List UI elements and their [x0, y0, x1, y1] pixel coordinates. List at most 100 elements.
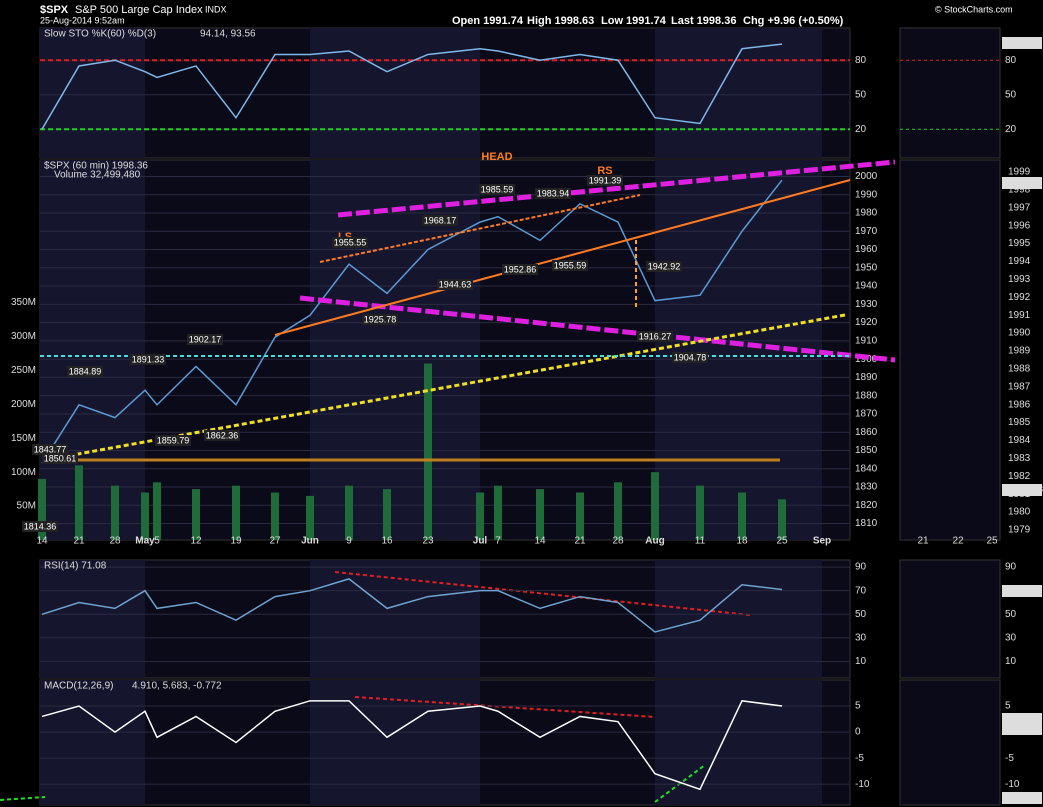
volume-bar [424, 363, 432, 540]
panel-legend: MACD(12,26,9) [44, 681, 113, 692]
annotation-bg [22, 521, 58, 532]
change: Chg +9.96 (+0.50%) [743, 15, 844, 27]
month-band [655, 560, 822, 678]
y-tick-label: 1910 [855, 336, 878, 347]
trend-line [654, 764, 706, 803]
y-tick-label: 1860 [855, 427, 878, 438]
value-tag-bg [1002, 177, 1042, 189]
y-tick-label: 1980 [855, 208, 878, 219]
month-band [310, 28, 480, 158]
mini-y-tick-label: 1984 [1008, 435, 1031, 446]
y-tick-label: 1810 [855, 518, 878, 529]
y-tick-label: 50 [855, 609, 867, 620]
annotation: 1952.86 [504, 264, 537, 274]
x-tick-label: Jul [473, 536, 488, 547]
indicator-line [41, 700, 783, 791]
annotation: 1904.78 [674, 352, 707, 362]
trend-line [274, 179, 851, 336]
mini-y-tick-label: 5 [1005, 701, 1011, 712]
x-tick-label: 28 [612, 536, 624, 547]
y-tick-label: 1890 [855, 372, 878, 383]
y-tick-label: 1830 [855, 482, 878, 493]
value-tag: 4.910 [1004, 724, 1029, 735]
panel-legend-values: 94.14, 93.56 [200, 29, 256, 40]
high: High 1998.63 [527, 15, 594, 27]
trend-line [0, 796, 46, 801]
indicator-line [41, 578, 783, 633]
mini-y-tick-label: 20 [1005, 124, 1017, 135]
x-tick-label: 16 [381, 536, 393, 547]
x-tick-label: 7 [495, 536, 501, 547]
x-tick-label: Aug [645, 536, 664, 547]
annotation: RS [597, 165, 612, 177]
annotation: 1862.36 [206, 430, 239, 440]
y2-tick-label: 300M [11, 331, 36, 342]
month-band [40, 560, 145, 678]
mini-panel-bg [899, 679, 1001, 806]
last: Last 1998.36 [671, 15, 736, 27]
mini-y-tick-label: 1983 [1008, 453, 1031, 464]
mini-y-tick-label: 1981 [1008, 489, 1031, 500]
y2-tick-label: 250M [11, 365, 36, 376]
x-tick-label: 19 [230, 536, 242, 547]
mini-y-tick-label: 1997 [1008, 202, 1031, 213]
y-tick-label: 90 [855, 562, 867, 573]
mini-panel-bg [899, 559, 1001, 679]
trend-line [299, 295, 896, 363]
annotation-bg [502, 264, 538, 275]
y-tick-label: 50 [855, 89, 867, 100]
value-tag: -0.772 [1004, 793, 1033, 804]
annotation-bg [130, 354, 166, 365]
annotation: 1902.17 [189, 334, 222, 344]
volume-bar [476, 492, 484, 540]
volume-bar [614, 482, 622, 540]
mini-y-tick-label: 1993 [1008, 274, 1031, 285]
month-band [40, 28, 145, 158]
y2-tick-label: 150M [11, 433, 36, 444]
panel-legend: RSI(14) 71.08 [44, 561, 107, 572]
mini-y-tick-label: 30 [1005, 633, 1017, 644]
value-tag-bg [1002, 792, 1042, 804]
y-tick-label: 1960 [855, 244, 878, 255]
y-tick-label: 1970 [855, 226, 878, 237]
volume-bar [383, 489, 391, 540]
mini-panel-bg [899, 159, 1001, 541]
annotation: 1983.94 [537, 188, 570, 198]
x-tick-label: 18 [736, 536, 748, 547]
panel-legend: Slow STO %K(60) %D(3) [44, 29, 156, 40]
annotation: 1968.17 [424, 215, 457, 225]
x-tick-label: 11 [695, 536, 706, 547]
mini-y-tick-label: 1988 [1008, 364, 1031, 375]
mini-y-tick-label: -10 [1005, 779, 1020, 790]
volume-bar [141, 492, 149, 540]
x-tick-label: 21 [574, 536, 586, 547]
mini-x-tick-label: 25 [986, 536, 998, 547]
y-tick-label: 80 [855, 55, 867, 66]
y-tick-label: 5 [855, 701, 861, 712]
mini-y-tick-label: 1989 [1008, 346, 1031, 357]
y-tick-label: 1940 [855, 281, 878, 292]
panel-legend: $SPX (60 min) 1998.36 [44, 161, 148, 172]
mini-y-tick-label: 1986 [1008, 399, 1031, 410]
y-tick-label: 1840 [855, 463, 878, 474]
mini-y-tick-label: 80 [1005, 55, 1017, 66]
annotation-bg [42, 453, 78, 464]
x-tick-label: 5 [154, 536, 160, 547]
volume-legend: Volume 32,499,480 [54, 170, 141, 181]
x-tick-label: 27 [269, 536, 281, 547]
annotation: 1985.59 [481, 184, 514, 194]
annotation-bg [204, 430, 240, 441]
y2-tick-label: 100M [11, 467, 36, 478]
annotation: 1850.61 [44, 453, 77, 463]
indicator-line [41, 43, 783, 130]
mini-y-tick-label: 1995 [1008, 238, 1031, 249]
mini-y-tick-label: 90 [1005, 562, 1017, 573]
x-tick-label: 14 [36, 536, 48, 547]
mini-y-tick-label: 1980 [1008, 507, 1031, 518]
open: Open 1991.74 [452, 15, 524, 27]
value-tag-bg [1002, 713, 1042, 725]
annotation-bg [32, 444, 68, 455]
annotation: 1944.63 [439, 279, 472, 289]
annotation: 1859.79 [157, 435, 190, 445]
annotation: 1955.55 [334, 237, 367, 247]
